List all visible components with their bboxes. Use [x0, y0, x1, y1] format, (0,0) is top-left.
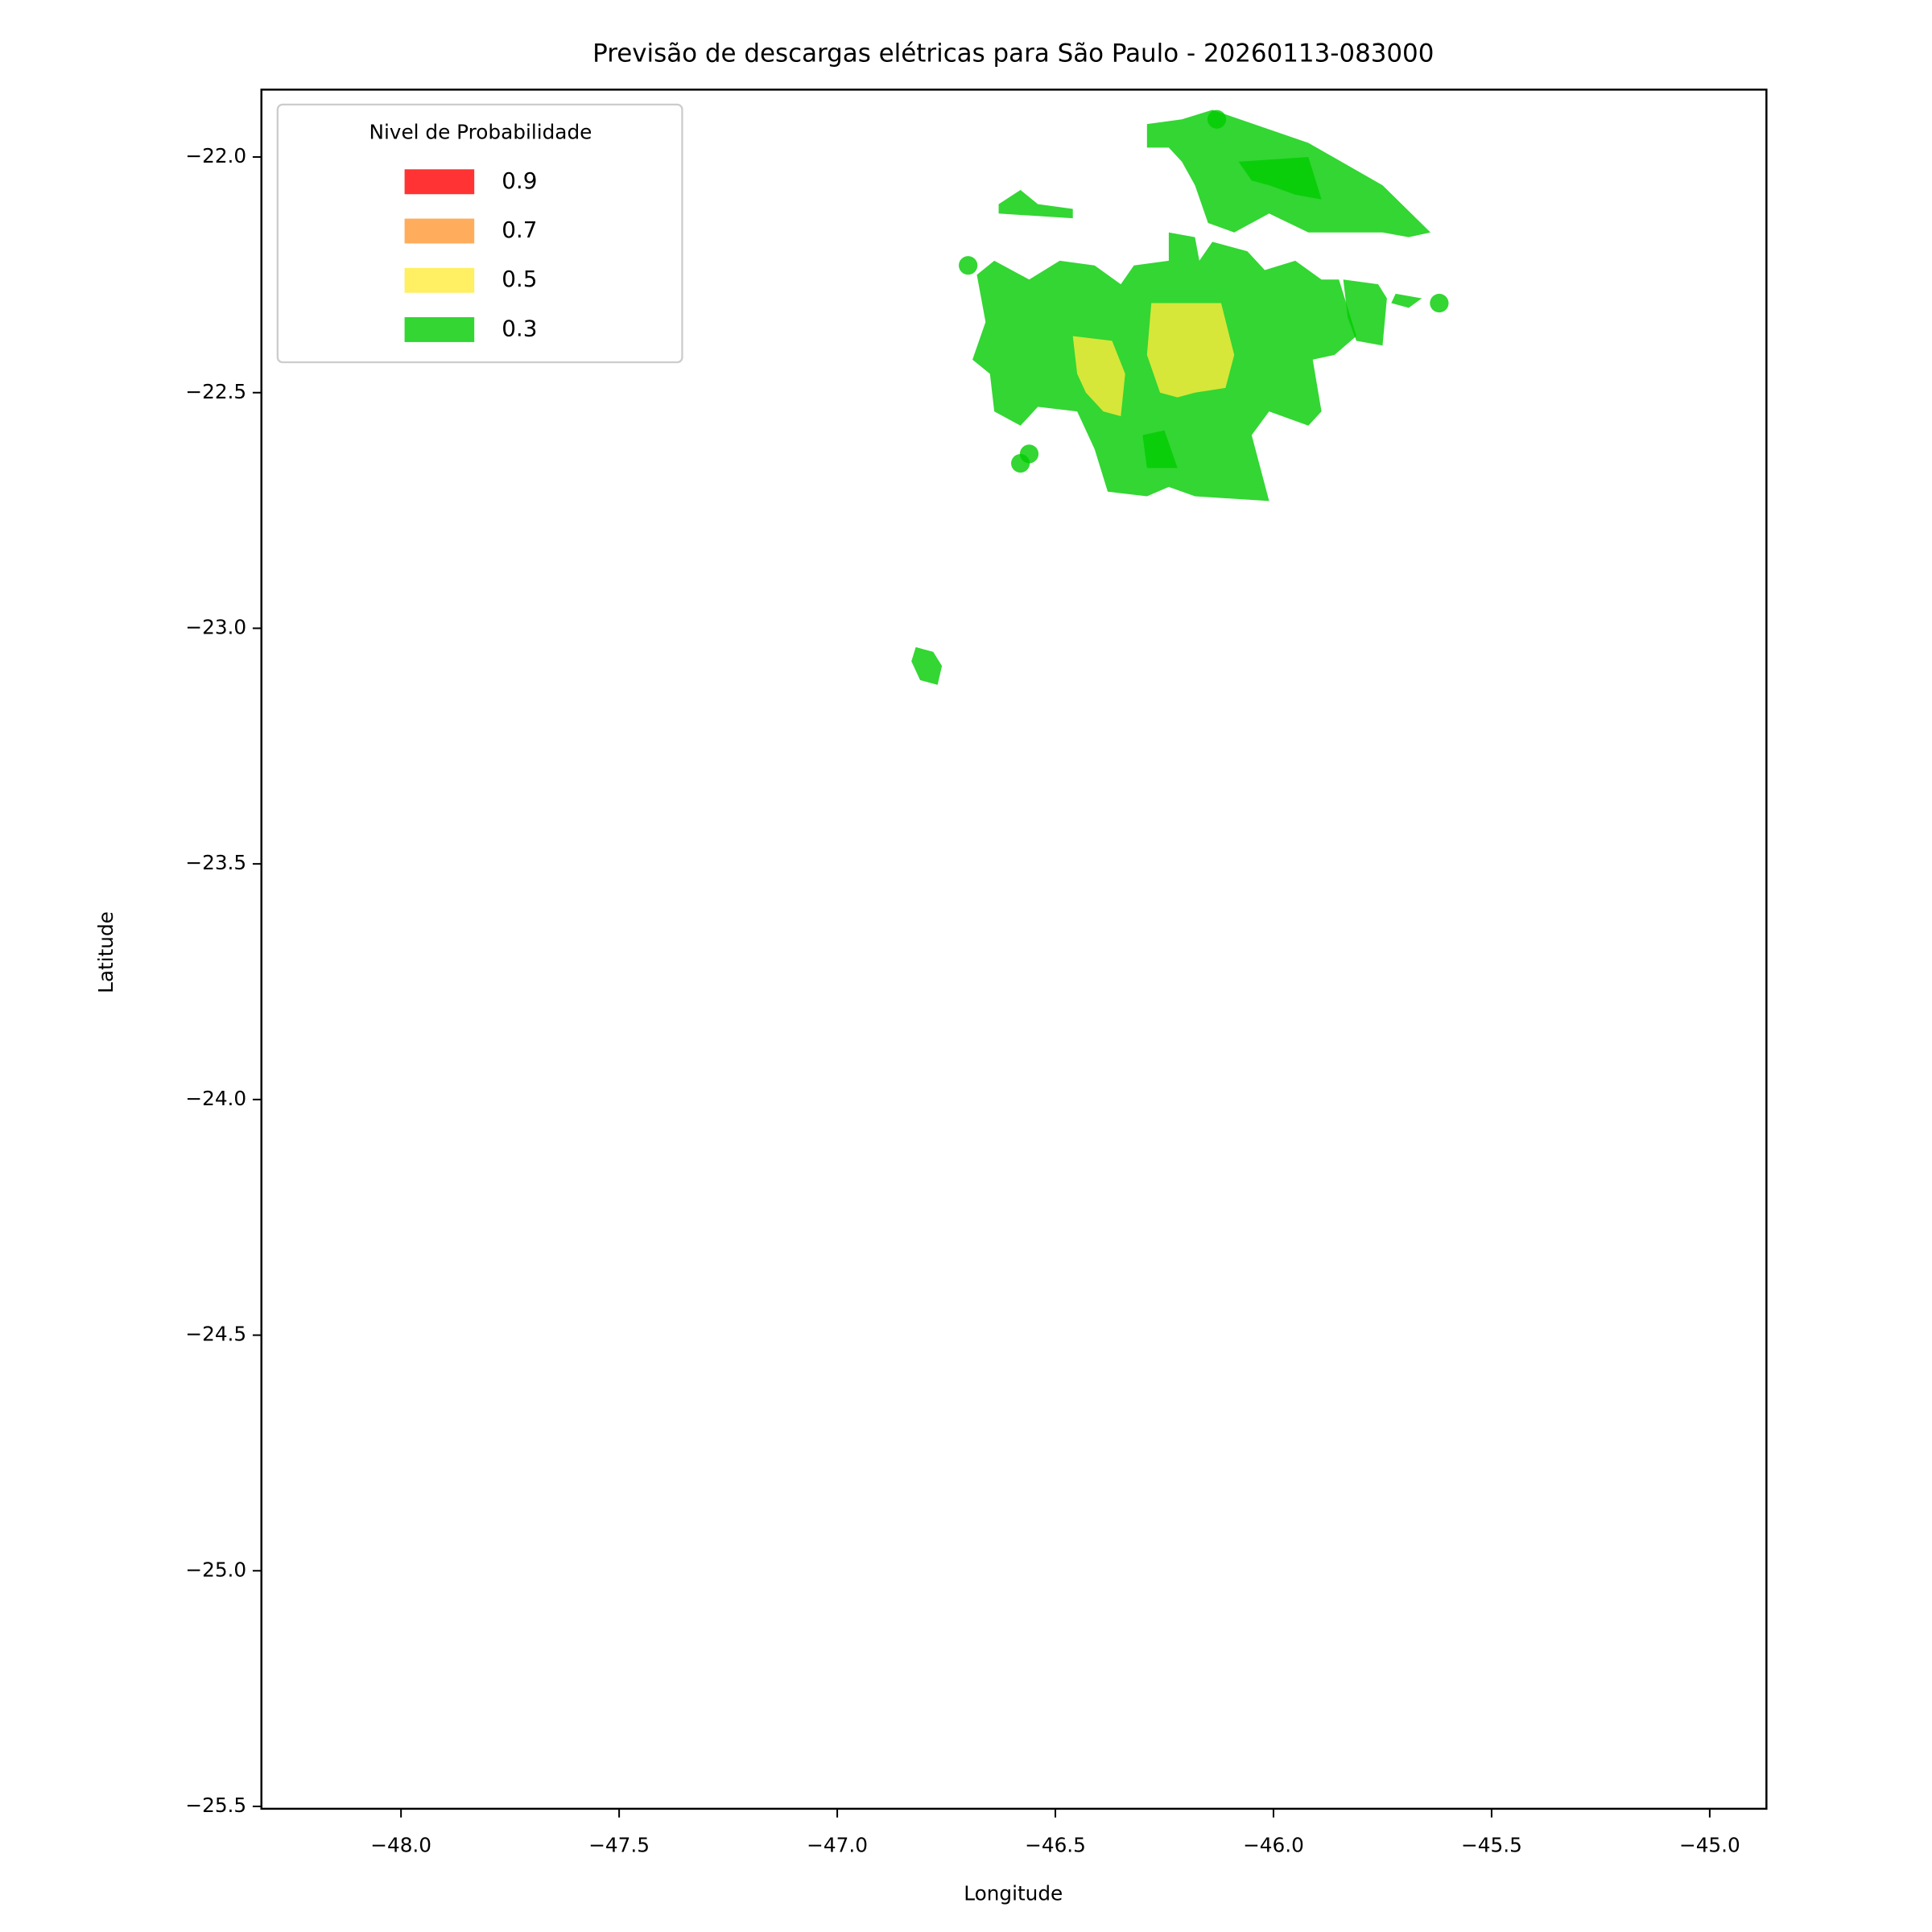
legend: Nivel de Probabilidade 0.9 0.7 0.5 0.3: [276, 103, 683, 364]
x-tick-label: −47.5: [588, 1833, 650, 1856]
x-tick-label: −47.0: [807, 1833, 868, 1856]
probability-area: [1238, 157, 1322, 200]
probability-area: [998, 190, 1073, 219]
probability-area: [911, 646, 943, 685]
probability-point: [1207, 109, 1227, 129]
y-tick-label: −23.0: [185, 615, 246, 638]
y-tick-label: −22.5: [185, 380, 246, 403]
probability-point: [1011, 453, 1030, 473]
y-tick-label: −23.5: [185, 851, 246, 874]
x-tick-label: −48.0: [370, 1833, 431, 1856]
y-tick-label: −22.0: [185, 144, 246, 167]
legend-title: Nivel de Probabilidade: [369, 120, 592, 143]
probability-area: [1142, 430, 1178, 469]
legend-swatch: [404, 169, 475, 195]
y-tick-label: −24.0: [185, 1087, 246, 1110]
legend-swatch: [404, 317, 475, 342]
axes-frame: [260, 89, 1768, 1810]
y-tick-label: −25.0: [185, 1558, 246, 1581]
probability-area: [1391, 293, 1422, 308]
legend-label: 0.5: [502, 266, 537, 292]
y-tick-label: −24.5: [185, 1323, 246, 1346]
probability-point: [959, 256, 978, 275]
x-axis-label: Longitude: [964, 1882, 1063, 1905]
legend-swatch: [404, 218, 475, 244]
probability-area: [1343, 279, 1387, 346]
probability-point: [1430, 293, 1449, 313]
legend-label: 0.7: [502, 217, 537, 243]
probability-area: [1072, 336, 1125, 417]
x-tick-label: −45.5: [1461, 1833, 1522, 1856]
probability-area: [1146, 303, 1235, 398]
legend-box: [276, 103, 683, 364]
legend-label: 0.9: [502, 167, 537, 194]
y-axis-label: Latitude: [94, 911, 118, 993]
x-tick-label: −46.5: [1025, 1833, 1086, 1856]
chart-title: Previsão de descargas elétricas para São…: [592, 39, 1434, 68]
legend-swatch: [404, 267, 475, 293]
x-tick-label: −45.0: [1679, 1833, 1740, 1856]
y-tick-label: −25.5: [185, 1794, 246, 1817]
x-tick-label: −46.0: [1243, 1833, 1304, 1856]
plot-area: [911, 109, 1449, 685]
legend-label: 0.3: [502, 315, 537, 341]
